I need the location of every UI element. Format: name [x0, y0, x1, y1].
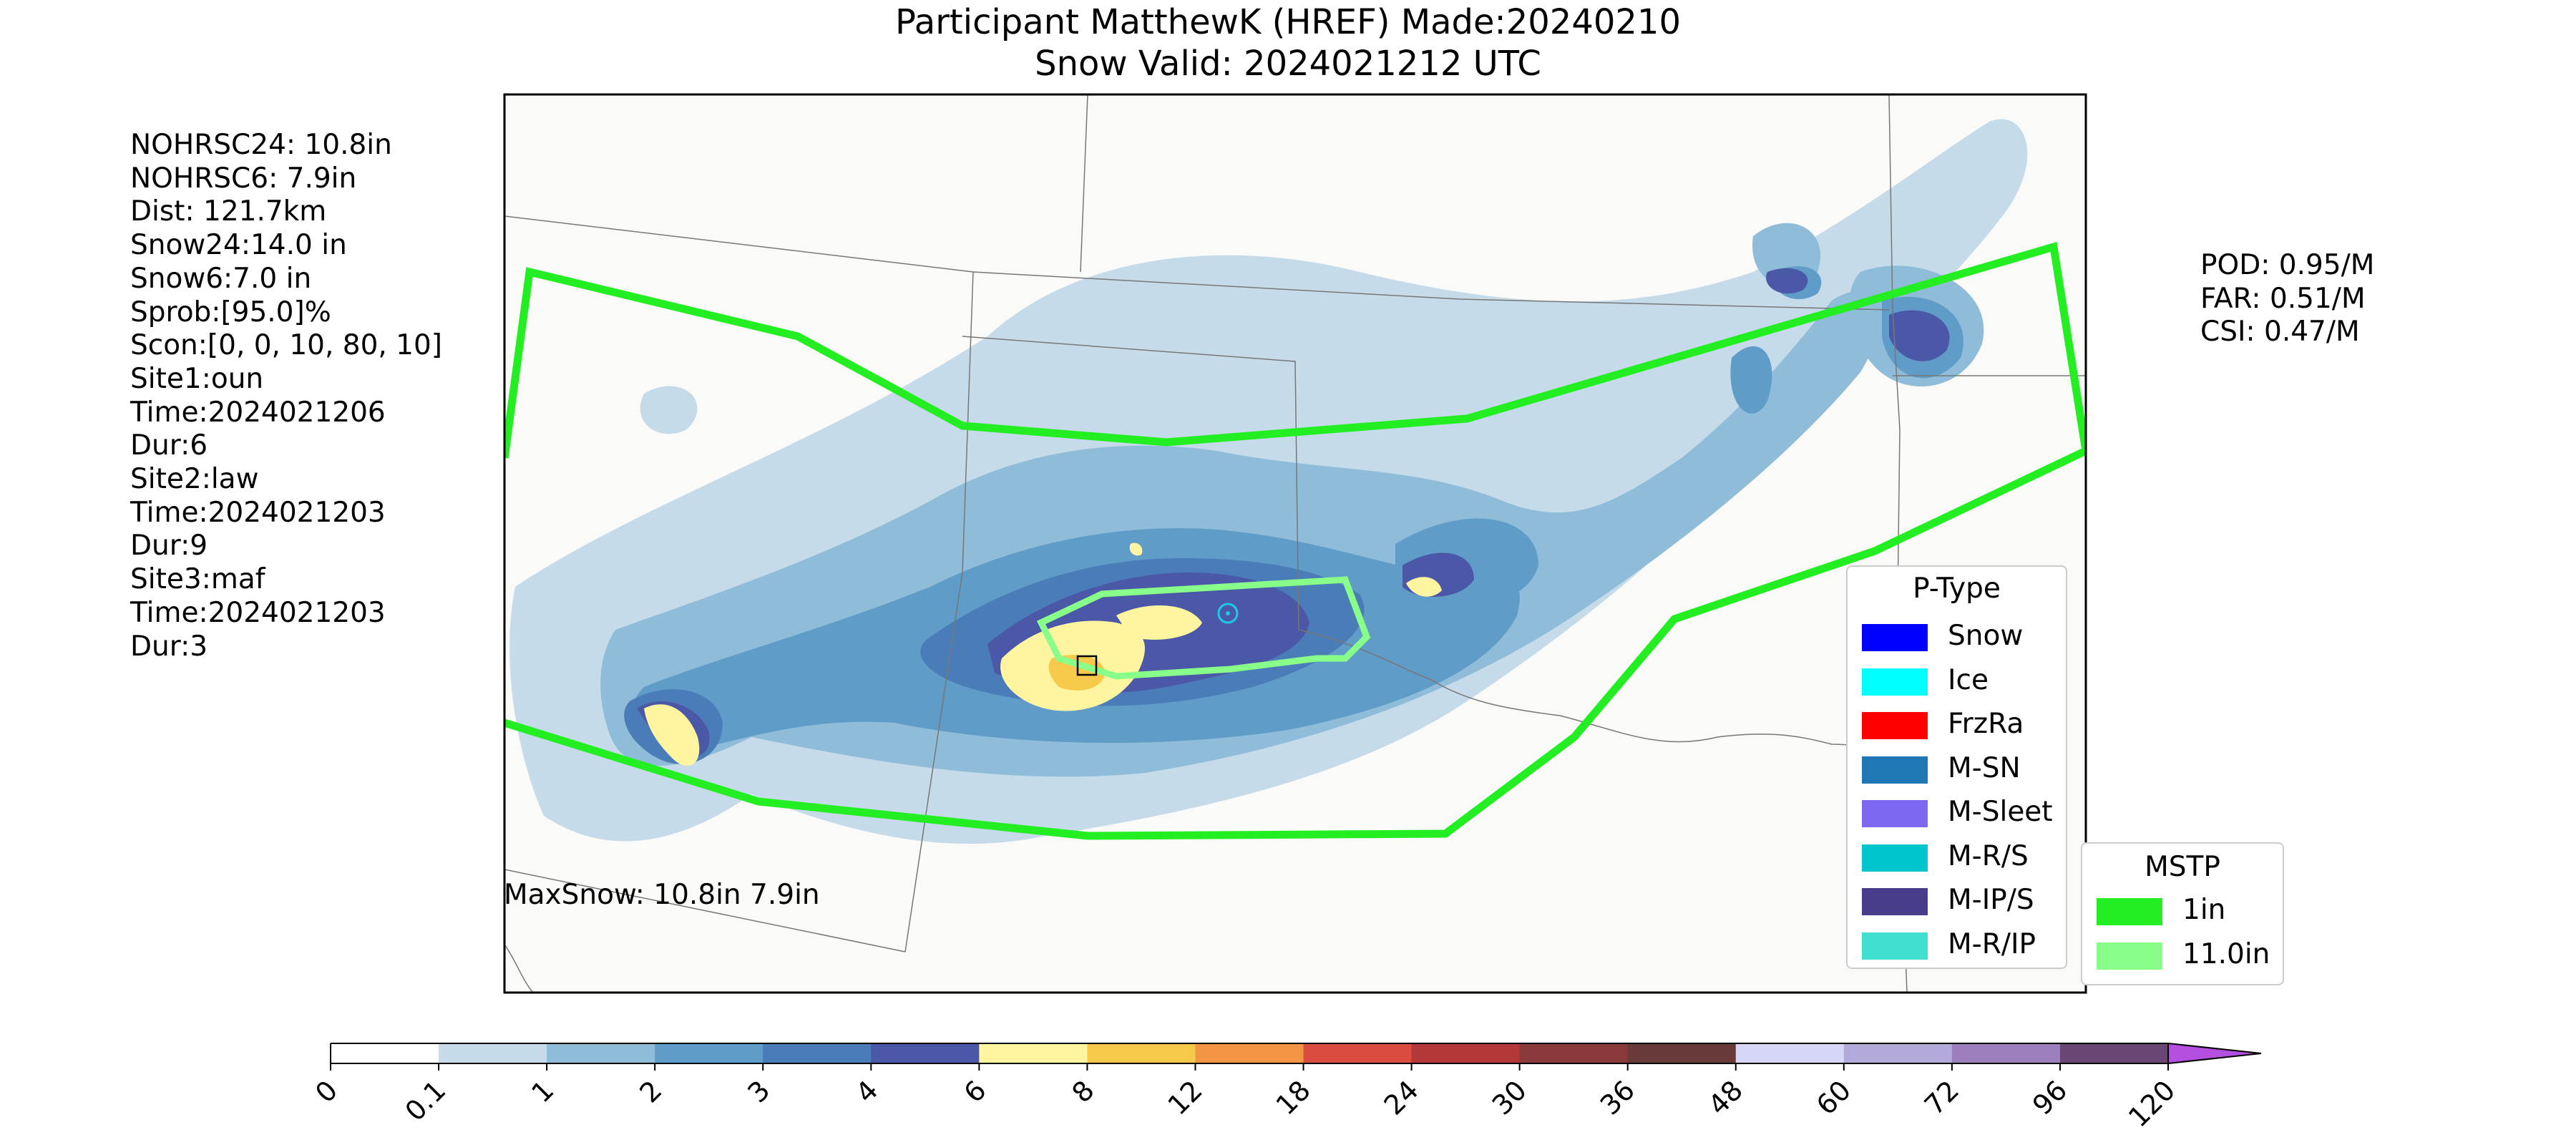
- stat-line: Time:2024021206: [130, 396, 386, 429]
- snowfall-shading: [509, 119, 2028, 844]
- colorbar-segment: [439, 1043, 547, 1063]
- stat-line: Site1:oun: [130, 362, 264, 395]
- ptype-legend-swatch: [1862, 844, 1928, 872]
- stat-line: Scon:[0, 0, 10, 80, 10]: [130, 329, 443, 362]
- title-line-2: Snow Valid: 2024021212 UTC: [1035, 44, 1541, 84]
- mstp-legend-label: 11.0in: [2182, 938, 2270, 970]
- colorbar-tick-label: 96: [2026, 1074, 2073, 1121]
- stat-line: Snow24:14.0 in: [130, 229, 347, 262]
- stat-line: NOHRSC6: 7.9in: [130, 162, 357, 195]
- mstp-legend-label: 1in: [2182, 894, 2226, 926]
- colorbar-tick-label: 48: [1702, 1074, 1749, 1121]
- colorbar-tick-label: 3: [741, 1074, 776, 1109]
- colorbar-tick-label: 30: [1486, 1074, 1533, 1121]
- verification-stats-panel: NOHRSC24: 10.8in NOHRSC6: 7.9in Dist: 121.…: [130, 129, 442, 663]
- stat-line: Site2:law: [130, 463, 259, 496]
- skill-scores-panel: POD: 0.95/M FAR: 0.51/M CSI: 0.47/M: [2200, 249, 2374, 349]
- colorbar-outline: [330, 1043, 2168, 1064]
- ptype-legend-swatch: [1862, 756, 1928, 784]
- ptype-legend-label: FrzRa: [1948, 708, 2024, 740]
- ptype-legend-swatch: [1862, 932, 1928, 960]
- ptype-legend-label: M-Sleet: [1948, 796, 2053, 828]
- max-snow-point-marker: [1217, 603, 1239, 624]
- colorbar-segment: [1303, 1043, 1413, 1063]
- colorbar-segment: [547, 1043, 655, 1063]
- colorbar-segment: [1951, 1043, 2061, 1063]
- colorbar-segment: [1411, 1043, 1521, 1063]
- colorbar-tick-label: 6: [958, 1074, 992, 1109]
- chart-title: Participant MatthewK (HREF) Made:2024021…: [0, 1, 2576, 84]
- stat-line: Sprob:[95.0]%: [130, 296, 331, 328]
- colorbar-segment: [1843, 1043, 1953, 1063]
- colorbar-tick-label: 1: [525, 1074, 560, 1109]
- stat-line: Dur:3: [130, 630, 208, 663]
- colorbar-tick-label: 36: [1594, 1074, 1641, 1121]
- colorbar-segment: [871, 1043, 980, 1063]
- colorbar-segment: [763, 1043, 872, 1063]
- ptype-legend-swatch: [1862, 712, 1928, 739]
- stat-line: Time:2024021203: [130, 496, 386, 529]
- stat-line: Site3:maf: [130, 563, 265, 596]
- ptype-legend-label: M-SN: [1948, 751, 2021, 784]
- colorbar-tick-label: 12: [1162, 1074, 1209, 1121]
- ptype-legend-swatch: [1862, 800, 1928, 827]
- stat-line: NOHRSC24: 10.8in: [130, 129, 392, 161]
- colorbar-segment: [655, 1043, 763, 1063]
- stat-line: Snow6:7.0 in: [130, 262, 312, 295]
- colorbar-tick-label: 8: [1066, 1074, 1101, 1109]
- ptype-legend-label: Ice: [1948, 663, 1989, 696]
- max-snow-label: MaxSnow: 10.8in 7.9in: [504, 879, 820, 911]
- colorbar-tick-label: 72: [1918, 1074, 1965, 1121]
- ptype-legend-swatch: [1862, 888, 1928, 915]
- colorbar-tick-label: 120: [2122, 1074, 2181, 1133]
- colorbar-segment: [1519, 1043, 1629, 1063]
- site-markers: [1076, 603, 1239, 676]
- mstp-legend: MSTP 1in 11.0in: [2081, 842, 2284, 985]
- mstp-legend-swatch: [2097, 898, 2162, 925]
- max-snow-point-core: [1226, 611, 1230, 615]
- observation-site-marker: [1076, 655, 1098, 676]
- ptype-legend-title: P-Type: [1913, 572, 2001, 605]
- score-line: FAR: 0.51/M: [2200, 282, 2366, 315]
- mstp-legend-title: MSTP: [2145, 851, 2220, 883]
- colorbar-segment: [1735, 1043, 1845, 1063]
- stat-line: Dur:6: [130, 429, 208, 462]
- colorbar-tick-label: 60: [1810, 1074, 1857, 1121]
- colorbar-extend-arrow: [2167, 1042, 2262, 1065]
- colorbar-tick-label: 2: [633, 1074, 668, 1109]
- ptype-legend-label: Snow: [1948, 620, 2024, 652]
- contour-11in: [1036, 576, 1371, 680]
- colorbar-tick-label: 24: [1378, 1074, 1425, 1121]
- map-border: [503, 93, 2087, 994]
- colorbar-segment: [979, 1043, 1088, 1063]
- colorbar-segment: [2059, 1043, 2169, 1063]
- title-line-1: Participant MatthewK (HREF) Made:2024021…: [894, 2, 1682, 42]
- stat-line: Dur:9: [130, 530, 208, 562]
- ptype-legend-swatch: [1862, 668, 1928, 696]
- colorbar-segment: [331, 1043, 439, 1063]
- mstp-legend-swatch: [2097, 942, 2162, 970]
- ptype-legend-swatch: [1862, 624, 1928, 651]
- stat-line: Time:2024021203: [130, 596, 386, 629]
- colorbar-segment: [1627, 1043, 1737, 1063]
- colorbar-segment: [1087, 1043, 1196, 1063]
- contour-1in: [504, 241, 2086, 840]
- ptype-legend-label: M-IP/S: [1948, 884, 2034, 916]
- colorbar-tick-label: 0: [309, 1074, 343, 1109]
- colorbar-segment: [1195, 1043, 1304, 1063]
- colorbar-tick-label: 0.1: [399, 1074, 452, 1127]
- colorbar-tick-label: 4: [849, 1074, 884, 1109]
- forecast-contours: [504, 241, 2086, 840]
- score-line: POD: 0.95/M: [2200, 249, 2375, 281]
- score-line: CSI: 0.47/M: [2200, 316, 2360, 349]
- stat-line: Dist: 121.7km: [130, 195, 327, 228]
- ptype-legend-label: M-R/IP: [1948, 927, 2036, 960]
- ptype-legend: P-Type Snow Ice FrzRa M-SN M-Sleet M-R/S M-IP/…: [1846, 565, 2067, 969]
- ptype-legend-label: M-R/S: [1948, 839, 2029, 872]
- colorbar-tick-label: 18: [1270, 1074, 1317, 1121]
